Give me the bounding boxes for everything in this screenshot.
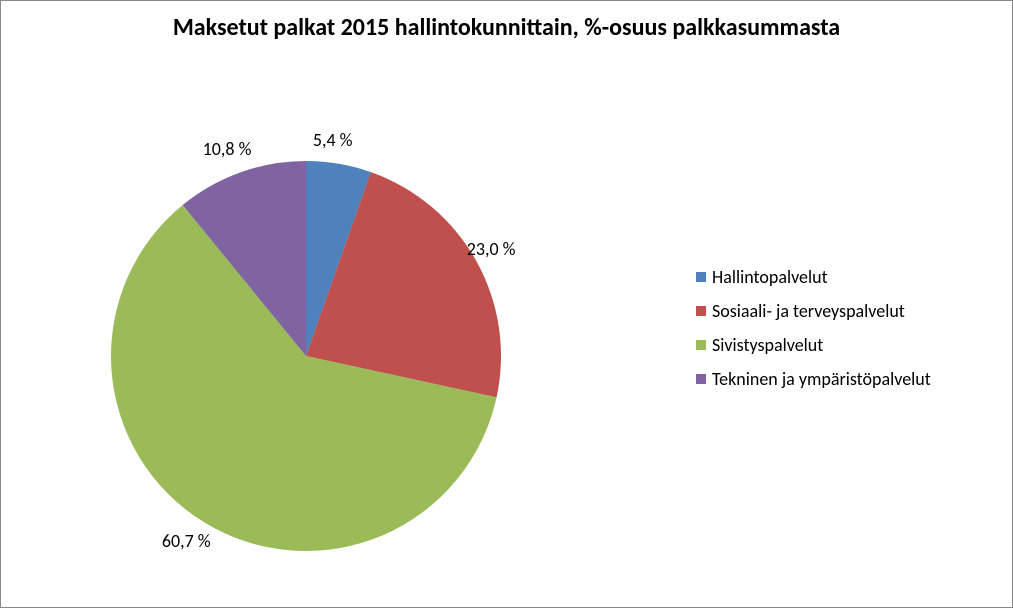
legend-item: Sosiaali- ja terveyspalvelut xyxy=(696,300,931,322)
legend-label: Sosiaali- ja terveyspalvelut xyxy=(712,300,905,322)
legend-swatch xyxy=(696,306,706,316)
chart-container: Maksetut palkat 2015 hallintokunnittain,… xyxy=(0,0,1013,608)
legend-item: Tekninen ja ympäristöpalvelut xyxy=(696,368,931,390)
legend-swatch xyxy=(696,374,706,384)
legend-swatch xyxy=(696,272,706,282)
legend-item: Sivistyspalvelut xyxy=(696,334,931,356)
legend-label: Tekninen ja ympäristöpalvelut xyxy=(712,368,931,390)
legend-label: Hallintopalvelut xyxy=(712,266,828,288)
slice-value-label: 5,4 % xyxy=(313,129,353,151)
legend-item: Hallintopalvelut xyxy=(696,266,931,288)
slice-value-label: 23,0 % xyxy=(467,238,516,260)
pie-svg xyxy=(111,161,501,551)
chart-title: Maksetut palkat 2015 hallintokunnittain,… xyxy=(1,1,1012,43)
slice-value-label: 60,7 % xyxy=(162,530,211,552)
legend: Hallintopalvelut Sosiaali- ja terveyspalv… xyxy=(696,266,931,402)
legend-swatch xyxy=(696,340,706,350)
slice-value-label: 10,8 % xyxy=(203,138,252,160)
pie-chart xyxy=(111,161,501,551)
legend-label: Sivistyspalvelut xyxy=(712,334,823,356)
